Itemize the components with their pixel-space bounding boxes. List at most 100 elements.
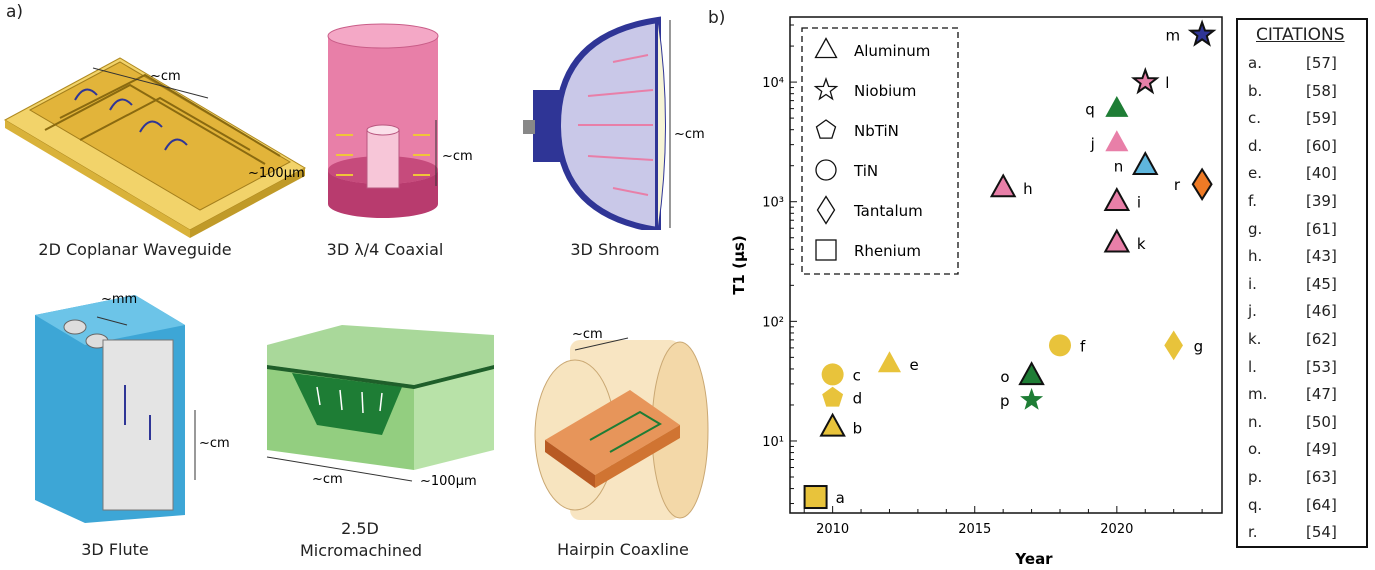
data-point-i (1103, 187, 1131, 211)
point-label: p (1000, 392, 1010, 410)
caption-micromachined: 2.5D Micromachined (300, 518, 422, 562)
caption-micromachined-line2: Micromachined (300, 541, 422, 560)
point-label: l (1165, 74, 1169, 92)
point-label: k (1137, 235, 1146, 253)
caption-flute: 3D Flute (81, 540, 149, 559)
citation-ref: [40] (1306, 164, 1337, 183)
caption-coplanar-waveguide: 2D Coplanar Waveguide (38, 240, 232, 259)
y-tick-label: 10¹ (762, 435, 784, 450)
data-point-h (989, 173, 1017, 198)
y-axis-label: T1 (µs) (730, 235, 748, 295)
point-label: q (1085, 101, 1095, 119)
data-point-e (877, 351, 901, 373)
y-tick-label: 10⁴ (762, 76, 784, 91)
citations-title: CITATIONS (1256, 25, 1345, 45)
citation-ref: [57] (1306, 54, 1337, 72)
citation-ref: [54] (1306, 523, 1337, 542)
citation-key: g. (1248, 219, 1263, 238)
data-point-q (1105, 96, 1129, 117)
coax-dim-cm: ~cm (442, 149, 473, 164)
point-label: d (853, 390, 863, 408)
citation-key: i. (1248, 274, 1257, 293)
data-point-l (1130, 67, 1160, 95)
point-label: h (1023, 180, 1033, 198)
citation-ref: [50] (1306, 412, 1337, 431)
x-tick-label: 2015 (958, 522, 991, 537)
citation-key: l. (1248, 357, 1257, 376)
point-label: r (1174, 176, 1181, 194)
caption-micromachined-line1: 2.5D (341, 519, 379, 538)
data-point-o (1018, 361, 1045, 386)
data-point-k (1103, 228, 1131, 253)
x-axis-label: Year (1014, 550, 1053, 568)
cpw-dim-cm: ~cm (150, 69, 181, 84)
point-label: g (1194, 337, 1204, 355)
citation-ref: [62] (1306, 330, 1337, 348)
citation-key: r. (1248, 523, 1258, 542)
caption-hairpin: Hairpin Coaxline (557, 540, 689, 559)
data-point-f (1049, 334, 1071, 357)
citation-key: c. (1248, 109, 1262, 128)
legend-label: Rhenium (854, 242, 921, 260)
citation-ref: [63] (1306, 468, 1337, 486)
citation-ref: [60] (1306, 136, 1337, 155)
legend-marker-diamond (816, 195, 836, 225)
data-point-p (1020, 387, 1044, 410)
citation-key: f. (1248, 192, 1257, 210)
caption-shroom: 3D Shroom (570, 240, 660, 259)
legend-marker-circle (815, 159, 837, 181)
data-point-n (1132, 151, 1159, 175)
citation-key: b. (1248, 81, 1263, 100)
y-tick-label: 10² (762, 315, 784, 330)
point-label: c (853, 366, 861, 384)
coaxial-illustration: ~cm (327, 23, 473, 218)
citation-key: o. (1248, 440, 1262, 459)
citation-ref: [45] (1306, 274, 1337, 293)
shroom-dim-cm: ~cm (674, 127, 705, 142)
cpw-dim-um: ~100µm (248, 166, 305, 181)
citation-ref: [53] (1306, 357, 1337, 376)
citation-key: j. (1248, 302, 1257, 321)
legend-marker-square (815, 239, 837, 261)
point-label: b (853, 419, 863, 437)
legend: Aluminum Niobium NbTiN TiN Tantalum Rhenium (801, 27, 959, 275)
micromachined-dim-cm: ~cm (312, 472, 343, 487)
citation-ref: [61] (1306, 219, 1337, 238)
y-tick-label: 10³ (762, 196, 784, 211)
flute-dim-cm: ~cm (199, 436, 230, 451)
citation-key: n. (1248, 412, 1263, 431)
point-label: a (836, 489, 845, 507)
point-label: m (1165, 26, 1180, 44)
data-point-r (1191, 167, 1213, 201)
t1-scatter-chart: 10¹ 10² 10³ 10⁴ 2010 2015 2020 T1 (µs) Year A… (730, 16, 1223, 568)
legend-label: TiN (853, 162, 878, 180)
citation-key: k. (1248, 330, 1262, 348)
plot-frame (789, 16, 1223, 514)
x-tick-label: 2020 (1100, 522, 1133, 537)
citation-key: a. (1248, 54, 1262, 72)
citation-ref: [59] (1306, 109, 1337, 128)
citation-ref: [49] (1306, 440, 1337, 459)
legend-marker-star (813, 77, 839, 101)
citation-key: h. (1248, 247, 1263, 266)
citation-key: p. (1248, 468, 1263, 486)
data-point-g (1164, 330, 1183, 361)
point-label: j (1090, 135, 1095, 153)
data-point-c (821, 363, 844, 386)
citation-ref: [46] (1306, 302, 1337, 321)
hairpin-illustration: ~cm (534, 330, 709, 520)
citation-ref: [39] (1306, 192, 1337, 210)
panel-a-label: a) (6, 2, 24, 22)
flute-illustration: ~mm ~cm (35, 295, 230, 523)
data-point-j (1105, 130, 1129, 152)
citation-ref: [47] (1306, 385, 1337, 404)
panel-b-label: b) (708, 8, 726, 28)
data-point-b (819, 412, 846, 437)
point-label: o (1000, 368, 1009, 386)
citation-key: e. (1248, 164, 1262, 183)
caption-coaxial: 3D λ/4 Coaxial (326, 240, 444, 259)
citation-ref: [58] (1306, 81, 1337, 100)
coplanar-waveguide-illustration: ~cm ~100µm (3, 57, 307, 238)
legend-label: Aluminum (854, 42, 930, 60)
micromachined-illustration: ~cm ~100µm (266, 325, 494, 489)
